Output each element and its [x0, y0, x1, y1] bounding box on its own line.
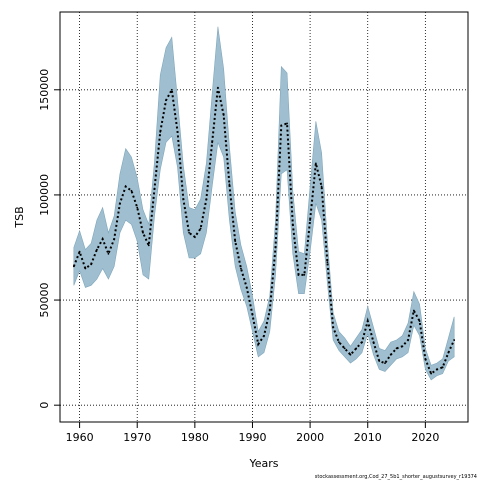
data-point — [101, 238, 104, 240]
data-point — [395, 347, 398, 350]
data-point — [211, 141, 214, 144]
data-point — [222, 114, 225, 116]
data-point — [412, 309, 415, 312]
x-axis-label: Years — [248, 457, 278, 470]
data-point — [280, 124, 283, 127]
data-point — [447, 351, 450, 354]
data-point — [165, 99, 167, 102]
data-point — [349, 353, 352, 356]
data-point — [130, 189, 133, 192]
data-point — [435, 368, 438, 371]
data-point — [228, 183, 231, 186]
data-point — [72, 265, 75, 268]
data-point — [188, 231, 190, 234]
data-point — [389, 353, 392, 356]
data-point — [291, 223, 294, 226]
confidence-band — [73, 26, 455, 381]
y-axis-label: TSB — [13, 206, 26, 228]
data-point — [113, 238, 116, 240]
data-point — [401, 345, 404, 348]
data-point — [424, 358, 427, 360]
data-point — [441, 366, 444, 369]
data-point — [326, 261, 329, 264]
data-point — [245, 286, 248, 289]
data-point — [251, 313, 254, 316]
data-point — [217, 86, 219, 89]
data-point — [176, 130, 179, 133]
x-tick-label: 2010 — [354, 431, 382, 444]
data-point — [268, 309, 271, 312]
data-point — [338, 341, 340, 343]
data-point — [147, 244, 150, 247]
data-point — [384, 362, 386, 365]
data-point — [240, 267, 242, 270]
data-point — [297, 273, 300, 276]
source-caption: stockassessment.org,Cod_27_5b1_shorter_a… — [315, 474, 477, 480]
data-point — [309, 219, 311, 222]
confidence-band-layer — [73, 26, 455, 381]
data-point — [332, 326, 335, 329]
data-point — [314, 162, 317, 165]
x-tick-label: 2000 — [296, 431, 324, 444]
y-tick-label: 150000 — [38, 69, 51, 111]
data-point — [107, 252, 110, 255]
data-point — [407, 339, 409, 341]
data-point — [320, 185, 323, 188]
data-point — [205, 198, 208, 201]
x-tick-label: 2020 — [411, 431, 439, 444]
data-point — [234, 240, 237, 243]
data-point — [418, 320, 421, 322]
x-tick-label: 1990 — [238, 431, 266, 444]
data-point — [170, 88, 173, 91]
data-point — [274, 246, 277, 249]
data-point — [124, 185, 127, 188]
x-tick-label: 1960 — [66, 431, 94, 444]
data-point — [78, 250, 81, 253]
data-point — [153, 187, 156, 190]
data-point — [343, 347, 346, 350]
data-point — [119, 202, 121, 205]
data-point — [355, 347, 358, 350]
data-point — [182, 198, 185, 201]
y-tick-label: 0 — [38, 402, 51, 409]
data-point — [90, 263, 93, 266]
estimate-line-layer — [72, 86, 456, 376]
data-point — [361, 341, 363, 343]
data-point — [372, 341, 375, 343]
data-point — [286, 122, 288, 125]
data-point — [453, 339, 456, 341]
x-axis: 1960 1970 1980 1990 2000 2010 2020 — [66, 422, 439, 444]
data-point — [193, 236, 196, 238]
y-tick-label: 100000 — [38, 174, 51, 216]
y-tick-label: 50000 — [38, 283, 51, 318]
data-point — [303, 273, 306, 276]
data-point — [378, 360, 381, 362]
data-point — [136, 206, 139, 209]
data-point — [84, 267, 87, 270]
data-point — [95, 248, 98, 251]
x-tick-label: 1970 — [123, 431, 151, 444]
data-point — [159, 130, 162, 133]
x-tick-label: 1980 — [181, 431, 209, 444]
data-point — [430, 372, 433, 375]
data-point — [199, 227, 202, 230]
y-axis: 0 50000 100000 150000 — [38, 69, 60, 409]
data-point — [257, 343, 260, 346]
data-point — [142, 231, 144, 234]
data-point — [366, 320, 369, 322]
plot-frame — [59, 11, 469, 423]
data-point — [263, 334, 265, 337]
